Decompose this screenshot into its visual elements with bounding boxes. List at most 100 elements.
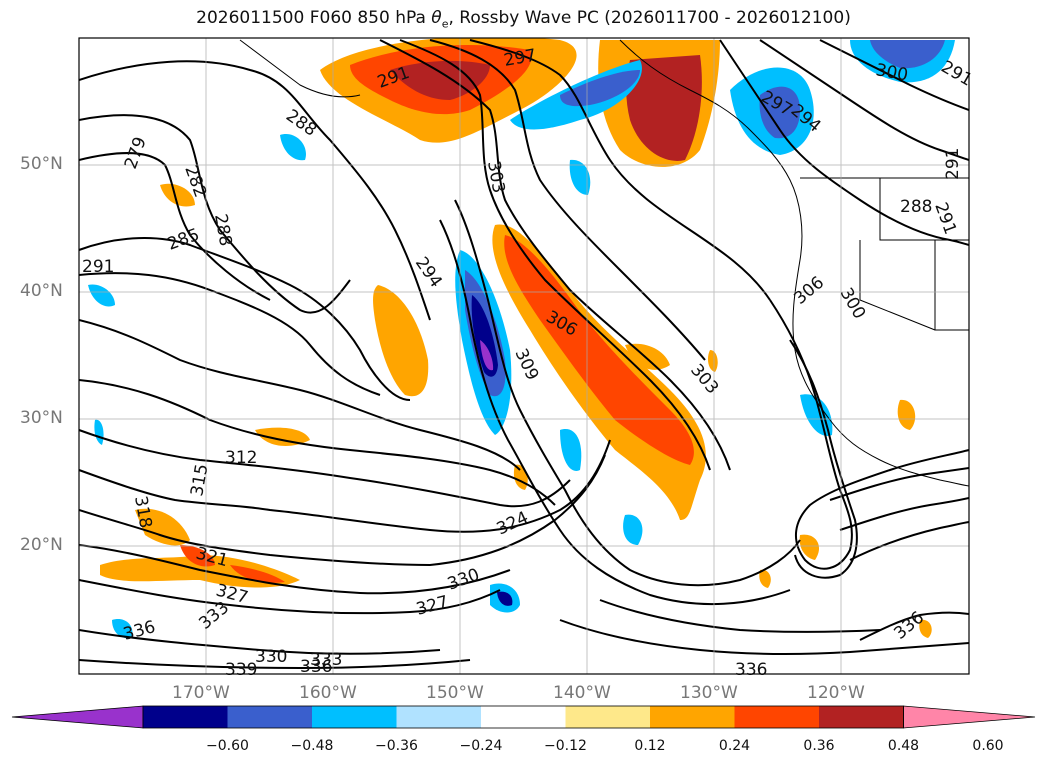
map-frame — [78, 37, 970, 675]
positive-anomaly-w — [135, 508, 190, 546]
contour-line — [79, 544, 511, 595]
colorbar-segment — [312, 706, 397, 728]
contour-line — [379, 39, 731, 471]
positive-anomaly-east — [625, 343, 916, 430]
map-plot-area — [79, 38, 969, 670]
colorbar-segment — [227, 706, 313, 728]
negative-anomaly-subtropic-core — [497, 591, 513, 606]
positive-anomaly-w2 — [255, 427, 310, 446]
contour-line — [79, 114, 351, 314]
contour-line — [439, 219, 791, 606]
contour-label: 330 — [445, 565, 482, 595]
lon-label-150: 150°W — [426, 683, 484, 703]
contour-line — [769, 299, 969, 570]
contour-label: 336 — [890, 608, 928, 644]
contour-line — [789, 339, 858, 579]
contour-label: 339 — [225, 660, 257, 680]
contour-line — [429, 39, 706, 361]
negative-anomaly-pacific — [560, 429, 582, 471]
contour-line — [849, 521, 969, 561]
contour-line — [79, 152, 271, 301]
lon-label-140: 140°W — [553, 683, 611, 703]
contour-label: 288 — [210, 212, 235, 247]
theta-e-contours — [79, 39, 969, 670]
colorbar-tick-label: −0.48 — [290, 738, 334, 754]
contour-line — [599, 599, 881, 633]
lon-label-160: 160°W — [299, 683, 357, 703]
contour-label: 294 — [411, 253, 446, 291]
colorbar-segment — [650, 706, 735, 728]
contour-line — [469, 39, 771, 301]
contour-line — [819, 39, 969, 111]
contour-label: 303 — [483, 159, 508, 194]
contour-label: 318 — [130, 494, 155, 529]
lat-label-50: 50°N — [20, 154, 63, 174]
contour-label: 279 — [121, 134, 151, 171]
contour-label: 336 — [735, 660, 767, 680]
figure-title: 2026011500 F060 850 hPa θe, Rossby Wave … — [196, 8, 851, 31]
colorbar-tick-label: 0.36 — [803, 738, 835, 754]
contour-line — [839, 497, 969, 531]
contour-label: 333 — [310, 650, 342, 670]
shaded-anomalies — [88, 38, 955, 639]
lat-label-40: 40°N — [20, 281, 63, 301]
contour-line — [759, 39, 969, 161]
contour-label: 309 — [510, 346, 542, 384]
contour-line — [559, 619, 969, 656]
contour-label: 291 — [930, 200, 960, 237]
contour-label: 300 — [874, 60, 909, 85]
contour-line — [79, 579, 501, 615]
contour-line — [79, 379, 556, 506]
negative-anomaly-bc-core — [759, 86, 800, 139]
negative-anomaly-central-peak — [480, 340, 494, 371]
colorbar — [11, 705, 1036, 729]
colorbar-segment — [396, 706, 482, 728]
lon-label-120: 120°W — [807, 683, 865, 703]
lon-label-130: 130°W — [680, 683, 738, 703]
contour-line — [79, 237, 411, 401]
negative-anomaly-misc — [94, 134, 643, 546]
contour-label: 330 — [255, 647, 287, 667]
colorbar-tick-label: −0.12 — [544, 738, 587, 754]
contour-label: 291 — [82, 257, 114, 277]
positive-anomaly-gulf-alaska-peak — [390, 60, 490, 100]
contour-line — [79, 319, 521, 471]
negative-anomaly-central-core — [471, 295, 498, 377]
lon-label-170: 170°W — [172, 683, 230, 703]
colorbar-tick-label: −0.60 — [206, 738, 249, 754]
colorbar-tick-label: 0.12 — [634, 738, 666, 754]
contour-label: 324 — [494, 508, 532, 540]
positive-anomaly-central — [373, 285, 429, 397]
colorbar-tick-label: −0.24 — [459, 738, 503, 754]
negative-anomaly-ne-core — [870, 40, 945, 69]
negative-anomaly-alaska-core — [560, 70, 640, 107]
colorbar-segment — [143, 706, 228, 728]
positive-anomaly-diagonal-core — [504, 235, 694, 465]
colorbar-frame — [142, 705, 904, 729]
graticule — [79, 38, 969, 674]
contour-line — [719, 39, 969, 246]
contour-label: 288 — [900, 197, 932, 217]
negative-anomaly-small-w — [88, 284, 115, 307]
colorbar-segment — [734, 706, 820, 728]
lat-label-30: 30°N — [20, 408, 63, 428]
negative-anomaly-baja — [800, 394, 833, 436]
coastline — [239, 39, 361, 98]
contour-line — [79, 60, 431, 321]
contour-label: 327 — [414, 592, 451, 620]
contour-line — [79, 659, 471, 670]
contour-line — [79, 272, 381, 396]
colorbar-tick-label: 0.24 — [718, 738, 751, 754]
state-borders — [859, 178, 969, 331]
contour-line — [79, 454, 606, 567]
colorbar-segment — [481, 706, 566, 728]
contour-label: 306 — [790, 273, 828, 309]
positive-anomaly-coast-core — [626, 55, 702, 161]
colorbar-max-arrow — [903, 705, 1036, 729]
contour-line — [859, 611, 969, 641]
contour-line — [79, 629, 441, 655]
colorbar-tick-label: 0.48 — [887, 738, 920, 754]
contour-line — [454, 199, 801, 587]
